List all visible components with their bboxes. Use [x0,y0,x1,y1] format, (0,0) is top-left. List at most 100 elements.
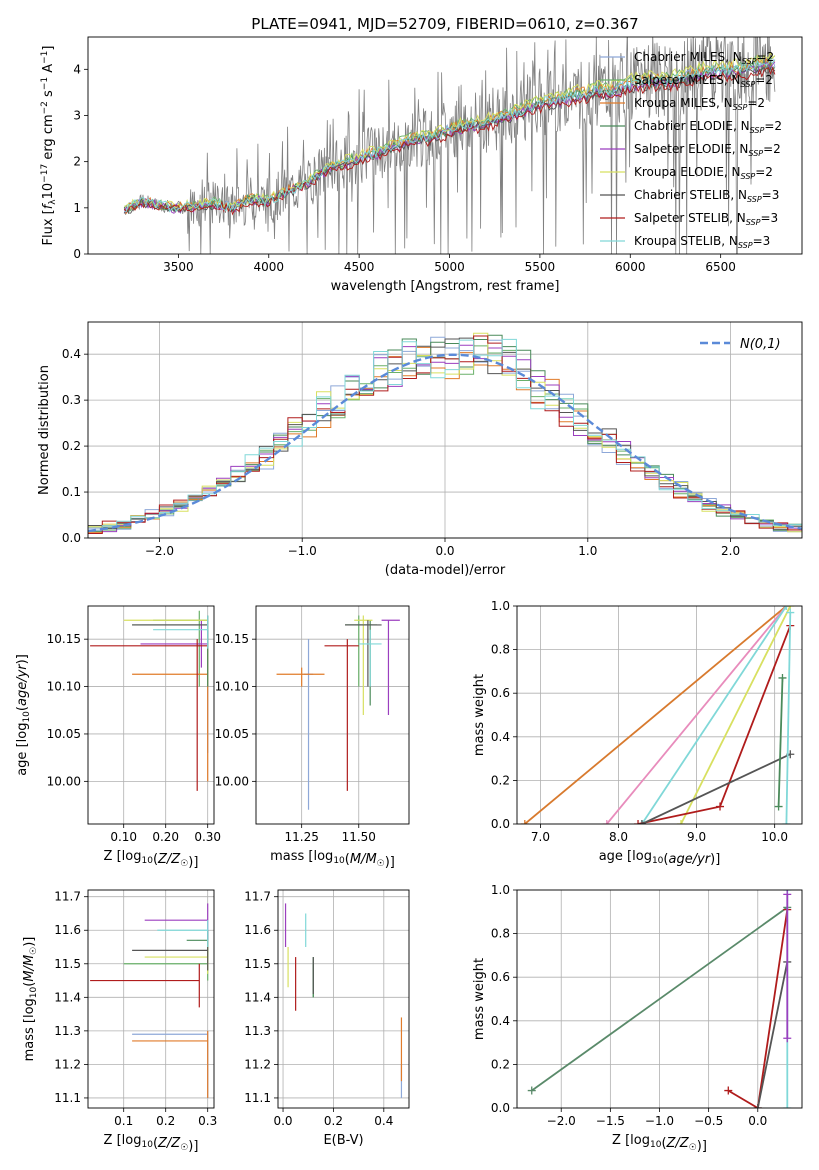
x-tick-label: −0.5 [694,1114,723,1128]
y-axis-label-part: 10 [29,986,39,998]
x-axis-label-part: log [632,849,652,864]
legend-entry-nssp: =2 [756,50,774,64]
model-line-7 [123,66,776,216]
x-axis-label: Z [log10(Z/Z☉)] [104,849,199,870]
y-tick-label: 0.0 [491,1101,510,1115]
x-axis-label-part: log [122,1133,142,1148]
x-axis-label-part: ☉ [377,859,385,869]
y-tick-label: 0.0 [491,817,510,831]
legend-entry-nssp: =3 [753,234,771,248]
legend-entry-name: Kroupa ELODIE, N [634,165,741,179]
legend-entry-sub: SSP [747,195,762,204]
weight-marker [753,1104,762,1108]
x-tick-label: 0.0 [273,1114,292,1128]
x-axis-label-part: ( [345,852,350,867]
weight-marker [602,820,611,824]
x-tick-label: 0.3 [198,1114,217,1128]
mass-vs-Z-plot-area [90,903,209,1098]
x-axis-label-part: (data-model)/error [385,563,506,578]
y-tick-label: 10.00 [215,774,249,788]
y-tick-label: 0.1 [62,485,81,499]
y-axis-label: Flux [fλ10−17 erg cm−2 s−1 A−1] [40,46,58,246]
x-tick-label: 11.50 [342,830,376,844]
weight-marker [724,1086,733,1095]
y-axis-label-part: )] [15,654,30,664]
y-tick-label: 4 [73,62,81,76]
residuals-panel: −2.0 −1.0 0.0 1.0 2.0 0.0 0.1 0.2 0.3 0.4 (data-mo… [37,321,803,578]
x-axis-label-part: log [630,1133,650,1148]
model-line-8 [124,58,776,213]
y-axis-label-part: M/M [22,955,37,982]
x-axis-label-part: ( [663,852,668,867]
x-tick-label: 0.0 [435,544,454,558]
y-axis-label-part: A [41,64,56,77]
x-tick-label: 0.2 [324,1114,343,1128]
legend-entry-sub: SSP [741,172,756,181]
weight-line-2 [756,961,789,1108]
y-tick-label: 11.5 [54,957,81,971]
x-tick-label: 0.10 [110,830,137,844]
age-vs-mass-plot-area [276,615,400,810]
weight-line-1 [727,909,789,1108]
weight-marker [782,606,791,610]
y-tick-label: 0.4 [62,347,81,361]
axes-frame [516,889,803,1109]
spectrum-plot-area [123,37,776,254]
y-tick-label: 11.5 [244,957,271,971]
x-axis-label-part: log [122,849,142,864]
legend-entry-name: Chabrier MILES, N [634,50,742,64]
legend-entry-nssp: =2 [763,142,781,156]
weight-marker [520,820,529,824]
y-tick-label: 0.8 [491,927,510,941]
x-tick-label: 0.20 [152,830,179,844]
axes-frame [87,36,803,255]
y-axis-label-part: −1 [40,51,50,64]
x-axis-label-part: ( [153,1136,158,1151]
legend-entry-sub: SSP [746,218,761,227]
x-axis-label-part: ☉ [180,859,188,869]
weight-marker [716,802,725,811]
x-axis-label-part: wavelength [Angstrom, rest frame] [331,279,560,294]
y-tick-label: 10.10 [47,680,81,694]
x-tick-label: 2.0 [721,544,740,558]
x-axis-label: Z [log10(Z/Z☉)] [612,1133,707,1154]
y-axis-label: mass weight [472,674,487,756]
y-tick-label: 1 [73,201,81,215]
massweight-vs-Z-plot-area [527,890,792,1108]
x-tick-label: 9.0 [687,830,706,844]
axes-frame [255,605,410,825]
x-tick-label: 5000 [434,260,465,274]
weight-line-1 [606,606,788,824]
legend-entry-nssp: =3 [762,188,780,202]
weight-marker [637,820,646,824]
legend-entry-name: Kroupa MILES, N [634,96,733,110]
y-tick-label: 0.8 [491,643,510,657]
model-line-0 [123,57,776,214]
legend-entry-name: Salpeter ELODIE, N [634,142,748,156]
legend-entry: Chabrier STELIB, NSSP=3 [634,188,779,204]
weight-line-2 [641,606,788,824]
y-tick-label: 10.15 [215,632,249,646]
x-tick-label: 6500 [705,260,736,274]
y-tick-label: 10.05 [47,727,81,741]
x-tick-label: 10.0 [761,830,788,844]
x-tick-label: 11.25 [284,830,318,844]
legend-entry-nssp: =3 [760,211,778,225]
y-axis-label-part: 10 [22,711,32,723]
x-tick-label: 5500 [525,260,556,274]
y-axis-label: mass [log10(M/M☉)] [22,937,39,1062]
y-axis-label-part: erg cm [41,114,56,163]
weight-marker [634,820,643,824]
y-axis-label-part: mass weight [472,674,487,756]
y-tick-label: 1.0 [491,599,510,613]
y-tick-label: 11.6 [244,923,271,937]
x-axis-label-part: 10 [141,1140,153,1150]
spectrum-panel: 3500 4000 4500 5000 5500 6000 6500 0 1 2 3 4 wavelen… [40,36,803,294]
legend-entry: Kroupa ELODIE, NSSP=2 [634,165,773,181]
x-axis-label-part: Z [ [104,1133,122,1148]
y-axis-label-part: −1 [40,77,50,90]
x-axis-label-part: Z [ [612,1133,630,1148]
age-vs-Z-plot-area [90,610,209,791]
y-tick-label: 11.2 [244,1057,271,1071]
x-axis-label-part: Z/Z [157,1136,181,1151]
